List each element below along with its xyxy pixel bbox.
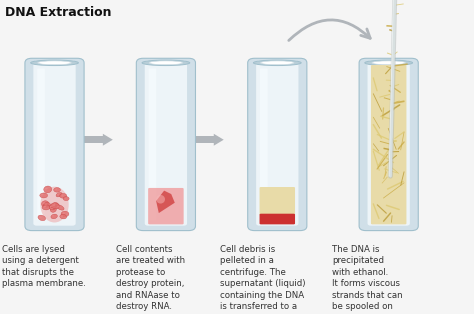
- Ellipse shape: [49, 204, 56, 210]
- Text: Cell contents
are treated with
protease to
destroy protein,
and RNAase to
destro: Cell contents are treated with protease …: [116, 245, 185, 311]
- Ellipse shape: [56, 205, 64, 210]
- FancyBboxPatch shape: [260, 214, 295, 225]
- FancyBboxPatch shape: [260, 187, 295, 216]
- Ellipse shape: [54, 188, 61, 192]
- Ellipse shape: [254, 60, 301, 66]
- FancyBboxPatch shape: [256, 61, 299, 226]
- Ellipse shape: [51, 208, 53, 209]
- FancyBboxPatch shape: [372, 68, 379, 220]
- Ellipse shape: [45, 204, 47, 205]
- Ellipse shape: [53, 203, 58, 207]
- FancyBboxPatch shape: [84, 137, 103, 143]
- Ellipse shape: [38, 215, 46, 221]
- Ellipse shape: [51, 203, 59, 209]
- Ellipse shape: [54, 203, 55, 204]
- Ellipse shape: [55, 189, 57, 190]
- Ellipse shape: [50, 206, 53, 207]
- FancyBboxPatch shape: [367, 61, 410, 226]
- Ellipse shape: [39, 217, 42, 218]
- Text: Cells are lysed
using a detergent
that disrupts the
plasma membrane.: Cells are lysed using a detergent that d…: [2, 245, 86, 288]
- FancyBboxPatch shape: [37, 68, 45, 220]
- Ellipse shape: [63, 197, 69, 201]
- FancyBboxPatch shape: [137, 58, 195, 230]
- Ellipse shape: [42, 205, 50, 210]
- FancyBboxPatch shape: [371, 65, 406, 225]
- FancyBboxPatch shape: [195, 137, 214, 143]
- Ellipse shape: [57, 194, 59, 195]
- Ellipse shape: [50, 207, 56, 212]
- Ellipse shape: [44, 206, 46, 207]
- Ellipse shape: [52, 215, 54, 216]
- Ellipse shape: [40, 193, 47, 198]
- Ellipse shape: [57, 206, 60, 207]
- Ellipse shape: [142, 60, 190, 66]
- Ellipse shape: [260, 61, 294, 65]
- Ellipse shape: [45, 188, 48, 189]
- Ellipse shape: [61, 195, 63, 196]
- Text: Cell debris is
pelleted in a
centrifuge. The
supernatant (liquid)
containing the: Cell debris is pelleted in a centrifuge.…: [220, 245, 306, 314]
- Ellipse shape: [52, 204, 55, 206]
- Ellipse shape: [51, 214, 57, 219]
- FancyBboxPatch shape: [248, 58, 307, 230]
- FancyBboxPatch shape: [149, 68, 156, 220]
- FancyBboxPatch shape: [33, 61, 76, 226]
- Ellipse shape: [44, 186, 52, 193]
- FancyBboxPatch shape: [25, 58, 84, 230]
- FancyBboxPatch shape: [359, 58, 418, 230]
- Polygon shape: [103, 134, 113, 146]
- FancyBboxPatch shape: [260, 68, 268, 220]
- Ellipse shape: [149, 61, 183, 65]
- Ellipse shape: [372, 61, 406, 65]
- Ellipse shape: [56, 192, 62, 197]
- Ellipse shape: [42, 201, 49, 207]
- Ellipse shape: [44, 203, 50, 207]
- Ellipse shape: [365, 60, 412, 66]
- FancyBboxPatch shape: [148, 188, 183, 225]
- Text: The DNA is
precipitated
with ethanol.
It forms viscous
strands that can
be spool: The DNA is precipitated with ethanol. It…: [332, 245, 402, 314]
- Ellipse shape: [63, 213, 65, 214]
- Ellipse shape: [41, 194, 44, 195]
- Ellipse shape: [60, 193, 67, 198]
- Polygon shape: [214, 134, 224, 146]
- Ellipse shape: [40, 187, 69, 223]
- Text: DNA Extraction: DNA Extraction: [5, 6, 111, 19]
- Polygon shape: [156, 191, 175, 213]
- Ellipse shape: [37, 61, 72, 65]
- Ellipse shape: [61, 211, 69, 217]
- Ellipse shape: [156, 195, 165, 203]
- Ellipse shape: [61, 215, 63, 217]
- Ellipse shape: [60, 214, 67, 219]
- FancyBboxPatch shape: [145, 61, 187, 226]
- Ellipse shape: [42, 203, 45, 204]
- Ellipse shape: [31, 60, 78, 66]
